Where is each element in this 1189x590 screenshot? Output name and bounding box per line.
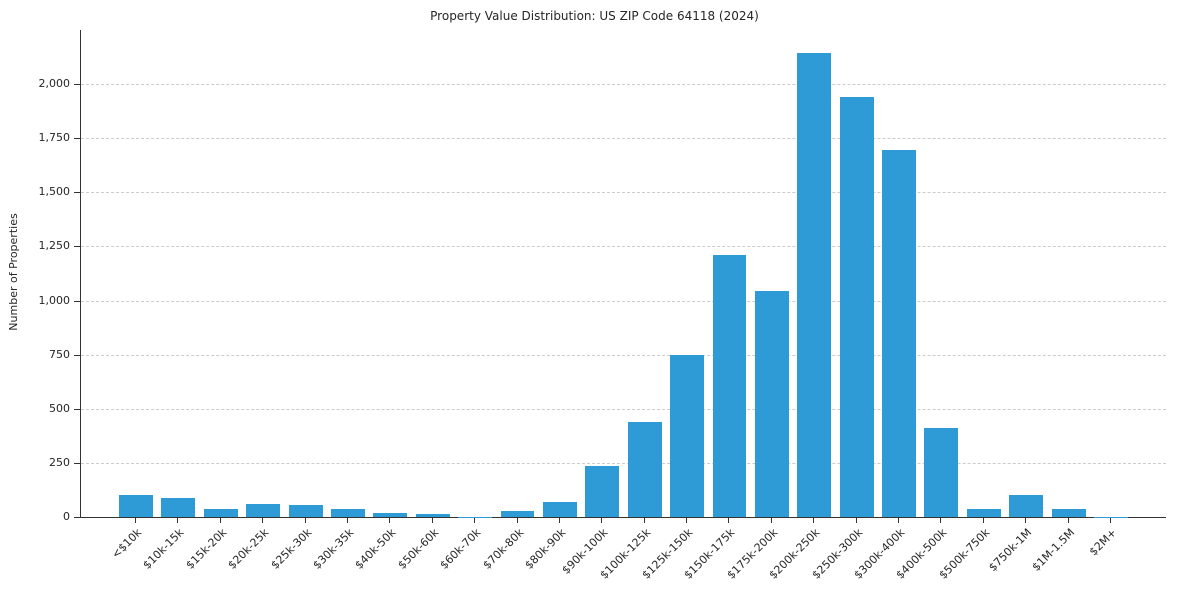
bar (924, 428, 959, 517)
y-tick-label: 750 (49, 347, 70, 361)
bar (373, 512, 408, 517)
x-tick-mark (135, 518, 136, 523)
x-tick-mark (219, 518, 221, 523)
gridline (81, 84, 1166, 86)
x-tick-mark (855, 518, 857, 523)
bar (500, 510, 535, 517)
x-tick-mark (1110, 518, 1111, 523)
bar (627, 421, 662, 517)
y-axis-label: Number of Properties (7, 213, 20, 331)
bar (712, 255, 747, 517)
x-tick-mark (728, 518, 730, 523)
bar (331, 509, 365, 517)
x-tick-mark (643, 518, 645, 523)
x-tick-mark (601, 518, 603, 523)
bar (1009, 495, 1044, 517)
y-tick-mark (74, 84, 80, 86)
y-tick-mark (74, 138, 80, 140)
x-tick-mark (686, 518, 688, 523)
bar (161, 497, 196, 517)
chart-title: Property Value Distribution: US ZIP Code… (430, 9, 759, 23)
x-tick-mark (813, 518, 815, 523)
y-tick-label: 250 (49, 455, 70, 469)
x-tick-mark (304, 518, 306, 523)
gridline (81, 192, 1166, 194)
gridline (81, 354, 1166, 356)
x-tick-mark (940, 518, 942, 523)
bar (203, 509, 238, 517)
x-tick-mark (770, 518, 772, 523)
gridline (81, 246, 1166, 248)
y-tick-mark (74, 408, 80, 410)
x-tick-mark (558, 518, 560, 523)
y-tick-mark (74, 354, 80, 356)
y-tick-mark (74, 192, 80, 194)
bar (119, 495, 153, 517)
x-tick-mark (346, 518, 348, 523)
x-tick-mark (1025, 518, 1027, 523)
bar (246, 504, 281, 517)
y-tick-label: 0 (63, 510, 70, 523)
plot-area (80, 30, 1166, 518)
bar (797, 52, 832, 517)
bar (882, 150, 916, 517)
y-tick-label: 1,000 (38, 293, 71, 307)
bar (839, 97, 874, 517)
y-tick-mark (74, 300, 80, 302)
y-tick-label: 1,750 (38, 131, 71, 145)
x-tick-mark (389, 518, 391, 523)
gridline (81, 408, 1166, 410)
gridline (81, 300, 1166, 302)
bar (966, 509, 1001, 517)
y-tick-label: 1,250 (38, 239, 71, 253)
bar (288, 505, 323, 517)
y-tick-label: 2,000 (38, 77, 71, 91)
y-tick-mark (74, 462, 80, 464)
bar (585, 466, 620, 517)
bar (754, 290, 789, 517)
x-tick-mark (262, 518, 264, 523)
gridline (81, 138, 1166, 140)
y-tick-mark (74, 517, 80, 518)
x-tick-mark (177, 518, 179, 523)
x-tick-mark (982, 518, 984, 523)
y-tick-label: 1,500 (38, 185, 71, 199)
bar (1051, 509, 1086, 517)
y-tick-label: 500 (49, 401, 70, 415)
bar (415, 514, 450, 517)
x-tick-mark (516, 518, 518, 523)
gridline (81, 462, 1166, 464)
x-tick-mark (431, 518, 433, 523)
x-tick-mark (1067, 518, 1069, 523)
x-tick-mark (474, 518, 476, 523)
x-tick-mark (898, 518, 900, 523)
y-tick-mark (74, 246, 80, 248)
bar (670, 354, 705, 517)
bar (542, 501, 577, 517)
